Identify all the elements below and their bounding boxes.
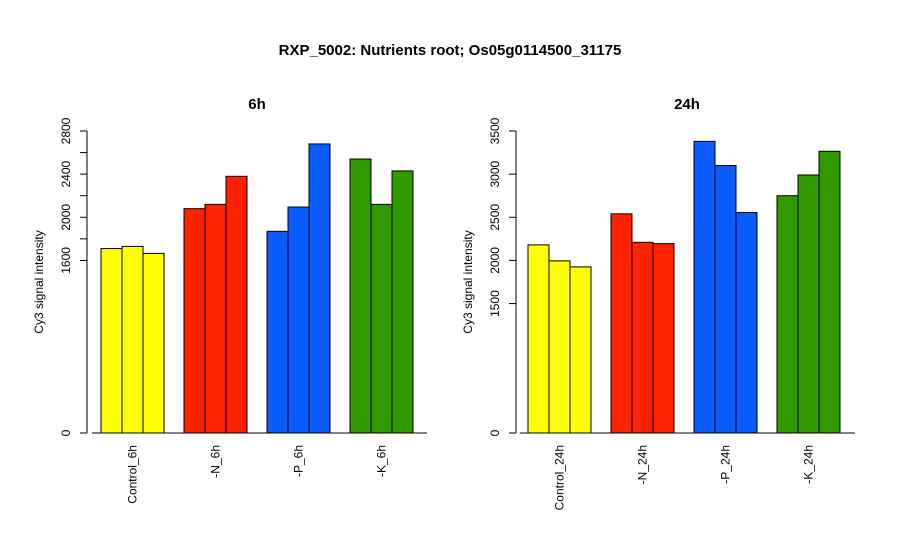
y-tick-label: 2400 bbox=[59, 160, 73, 187]
bar--N_24h-rep1 bbox=[610, 213, 633, 434]
bar--K_24h-rep2 bbox=[797, 174, 820, 434]
y-axis: 0 1600 2000 2400 2800 bbox=[59, 117, 88, 436]
bar-Control_24h-rep2 bbox=[548, 260, 571, 434]
bar--K_24h-rep1 bbox=[776, 195, 799, 434]
panel-6h: 6h Cy3 signal intensity 0 1600 2000 2400 280… bbox=[32, 96, 427, 504]
bar--P_6h-rep3 bbox=[308, 143, 331, 434]
figure-title: RXP_5002: Nutrients root; Os05g0114500_3… bbox=[279, 42, 622, 59]
y-tick-label: 3000 bbox=[488, 160, 502, 187]
y-tick-label: 2500 bbox=[488, 204, 502, 231]
bar--K_6h-rep1 bbox=[349, 158, 372, 434]
y-axis: 0 1500 2000 2500 3000 3500 bbox=[488, 117, 517, 436]
category-label: -P_6h bbox=[292, 445, 306, 477]
y-tick-label: 2000 bbox=[59, 204, 73, 231]
bars bbox=[100, 143, 414, 434]
category-label: -P_24h bbox=[719, 445, 733, 484]
category-label: -K_24h bbox=[802, 445, 816, 484]
category-label: Control_24h bbox=[553, 445, 567, 510]
bar--N_24h-rep2 bbox=[631, 241, 654, 434]
y-axis-label: Cy3 signal intensity bbox=[32, 230, 46, 333]
y-tick-label: 0 bbox=[488, 429, 502, 436]
bar--N_6h-rep2 bbox=[204, 203, 227, 434]
panel-title: 24h bbox=[674, 96, 700, 113]
y-tick-label: 1500 bbox=[488, 290, 502, 317]
y-tick-label: 0 bbox=[59, 429, 73, 436]
bar--K_6h-rep3 bbox=[391, 170, 414, 434]
category-label: -N_6h bbox=[209, 445, 223, 478]
panel-title: 6h bbox=[248, 96, 266, 113]
bar--K_6h-rep2 bbox=[370, 203, 393, 434]
bar--P_6h-rep2 bbox=[287, 206, 310, 434]
bar--K_24h-rep3 bbox=[818, 150, 841, 434]
category-label: Control_6h bbox=[126, 445, 140, 504]
bar-Control_6h-rep3 bbox=[142, 252, 165, 434]
category-label: -K_6h bbox=[375, 445, 389, 477]
y-tick-label: 3500 bbox=[488, 117, 502, 144]
x-axis: Control_6h -N_6h -P_6h -K_6h bbox=[92, 432, 427, 504]
y-tick-label: 2800 bbox=[59, 117, 73, 144]
bar--N_6h-rep3 bbox=[225, 175, 248, 434]
y-tick-label: 2000 bbox=[488, 247, 502, 274]
bar-Control_6h-rep1 bbox=[100, 248, 123, 434]
bar--P_24h-rep3 bbox=[735, 212, 758, 434]
bar--N_24h-rep3 bbox=[652, 243, 675, 434]
category-label: -N_24h bbox=[636, 445, 650, 484]
bar-Control_6h-rep2 bbox=[121, 245, 144, 434]
bar--P_24h-rep2 bbox=[714, 165, 737, 434]
bar--N_6h-rep1 bbox=[183, 208, 206, 434]
bar-Control_24h-rep3 bbox=[569, 266, 592, 434]
y-tick-label: 1600 bbox=[59, 247, 73, 274]
y-axis-label: Cy3 signal intensity bbox=[461, 230, 475, 333]
bars bbox=[527, 140, 841, 434]
bar--P_6h-rep1 bbox=[266, 230, 289, 434]
bar-Control_24h-rep1 bbox=[527, 244, 550, 434]
x-axis: Control_24h -N_24h -P_24h -K_24h bbox=[520, 432, 855, 510]
panel-24h: 24h Cy3 signal intensity 0 1500 2000 2500 30… bbox=[461, 96, 855, 510]
bar--P_24h-rep1 bbox=[693, 140, 716, 434]
